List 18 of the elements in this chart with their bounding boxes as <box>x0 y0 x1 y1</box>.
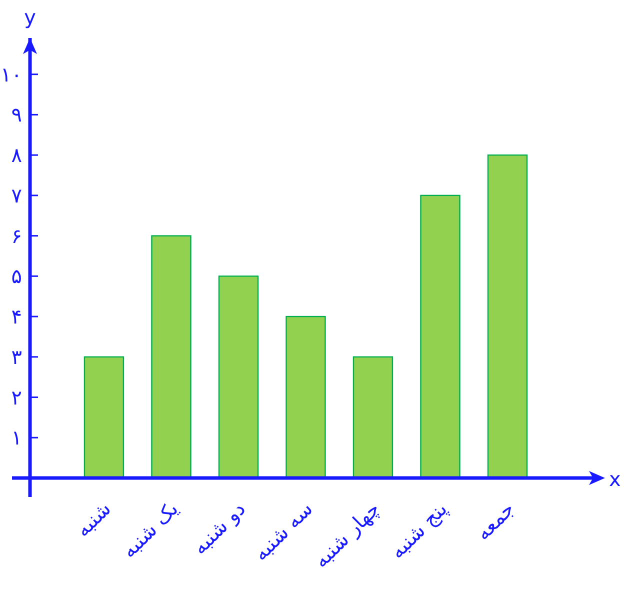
x-tick-label: شنبه <box>70 496 116 542</box>
y-tick-label: ۲ <box>11 385 22 410</box>
x-tick-label: دو شنبه <box>187 496 250 560</box>
y-tick-label: ۷ <box>11 183 22 208</box>
x-tick-label: یک شنبه <box>116 496 183 563</box>
y-tick-label: ۸ <box>11 143 22 168</box>
x-axis-title: x <box>609 467 621 491</box>
y-tick-label: ۱۰ <box>0 62 22 86</box>
y-tick-label: ۱ <box>11 426 22 450</box>
x-tick-label: پنج شنبه <box>385 496 452 564</box>
y-tick-label: ۹ <box>11 102 22 127</box>
y-tick-label: ۳ <box>11 344 22 369</box>
y-tick-label: ۵ <box>11 264 22 288</box>
x-tick-label: سه شنبه <box>248 496 318 566</box>
y-tick-label: ۴ <box>11 304 22 329</box>
y-axis-title: y <box>24 5 36 29</box>
y-tick-label: ۶ <box>11 224 22 248</box>
x-tick-label: جمعه <box>470 496 520 545</box>
